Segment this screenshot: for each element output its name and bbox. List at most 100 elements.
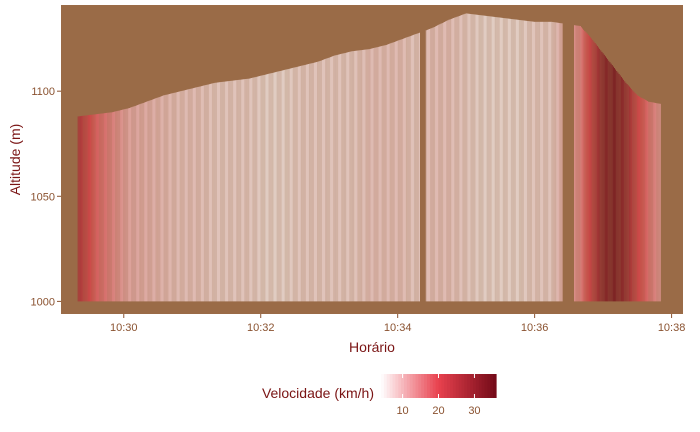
bar xyxy=(341,53,343,302)
bar xyxy=(331,56,332,302)
bar xyxy=(635,94,637,302)
bar xyxy=(506,18,508,302)
bar xyxy=(502,17,504,302)
bar xyxy=(470,13,472,302)
bar xyxy=(256,76,258,302)
axis-ticks: 10:30 10:32 10:34 10:36 10:38 1000 1050 1100 xyxy=(31,86,686,334)
bar xyxy=(151,99,153,302)
bar xyxy=(350,51,352,302)
bar xyxy=(542,21,543,302)
bar xyxy=(98,113,100,302)
bar xyxy=(614,68,615,302)
bar xyxy=(147,101,149,302)
bar xyxy=(425,30,427,302)
bar xyxy=(600,50,602,302)
bar xyxy=(591,38,593,302)
bar xyxy=(155,98,157,302)
bar xyxy=(528,21,530,302)
bar xyxy=(270,73,272,302)
bar xyxy=(252,77,254,302)
bar xyxy=(535,21,537,302)
bar xyxy=(124,109,126,302)
bar xyxy=(259,76,260,302)
bar xyxy=(234,80,235,302)
bar xyxy=(112,112,113,302)
bar xyxy=(137,105,138,302)
bar xyxy=(325,58,327,302)
bar xyxy=(167,94,169,302)
bar xyxy=(549,21,550,302)
bar xyxy=(367,49,369,302)
bar xyxy=(608,60,610,302)
bar xyxy=(544,21,546,302)
legend-swatch xyxy=(421,374,425,398)
bar xyxy=(633,91,635,302)
bar xyxy=(326,58,328,302)
bar xyxy=(122,109,123,302)
bar xyxy=(189,88,191,302)
bar xyxy=(153,99,154,302)
bar xyxy=(351,51,353,302)
bar xyxy=(433,27,435,302)
bar xyxy=(248,78,250,302)
bar xyxy=(169,93,170,302)
bar xyxy=(584,31,586,302)
legend-swatch xyxy=(450,374,454,398)
bar xyxy=(140,103,142,302)
bar xyxy=(285,69,287,302)
bar xyxy=(353,50,355,302)
bar xyxy=(579,26,581,302)
bar xyxy=(344,52,346,302)
bar xyxy=(149,100,151,302)
bar xyxy=(446,20,448,302)
bar xyxy=(229,80,231,302)
bar xyxy=(613,66,614,302)
bar xyxy=(440,23,442,302)
bar xyxy=(622,78,623,302)
bar xyxy=(636,95,638,302)
bar xyxy=(594,43,596,302)
bar xyxy=(212,83,214,302)
bar xyxy=(205,85,207,302)
bar xyxy=(85,115,87,302)
bar xyxy=(311,63,313,302)
bar xyxy=(360,50,362,302)
bar xyxy=(576,25,578,302)
bar xyxy=(382,45,384,302)
bar xyxy=(298,66,299,302)
bar xyxy=(582,28,583,302)
bar xyxy=(267,74,268,302)
bar xyxy=(521,20,523,302)
bar xyxy=(177,92,178,302)
bar xyxy=(441,23,443,302)
bar xyxy=(538,21,540,302)
bar xyxy=(431,28,433,302)
bar xyxy=(437,25,438,302)
bar xyxy=(501,17,502,302)
bar xyxy=(593,41,595,302)
bar xyxy=(602,53,604,302)
bar xyxy=(401,39,403,302)
bar xyxy=(294,67,296,302)
bar xyxy=(551,21,553,302)
bar xyxy=(432,27,434,302)
bar xyxy=(647,101,648,302)
bar xyxy=(455,17,457,302)
bar xyxy=(235,80,236,302)
bar xyxy=(280,70,282,302)
bar xyxy=(300,65,302,302)
bar xyxy=(125,108,127,302)
bar xyxy=(157,97,159,302)
bar xyxy=(291,68,292,302)
bar xyxy=(575,25,577,302)
bar xyxy=(632,90,634,302)
bar xyxy=(365,49,367,302)
bar xyxy=(88,115,89,302)
x-tick-label: 10:36 xyxy=(521,322,549,334)
bar xyxy=(578,25,580,302)
bar xyxy=(514,19,516,302)
bar xyxy=(290,68,291,302)
bar xyxy=(183,90,185,302)
bar xyxy=(123,109,125,302)
bar xyxy=(586,33,588,302)
